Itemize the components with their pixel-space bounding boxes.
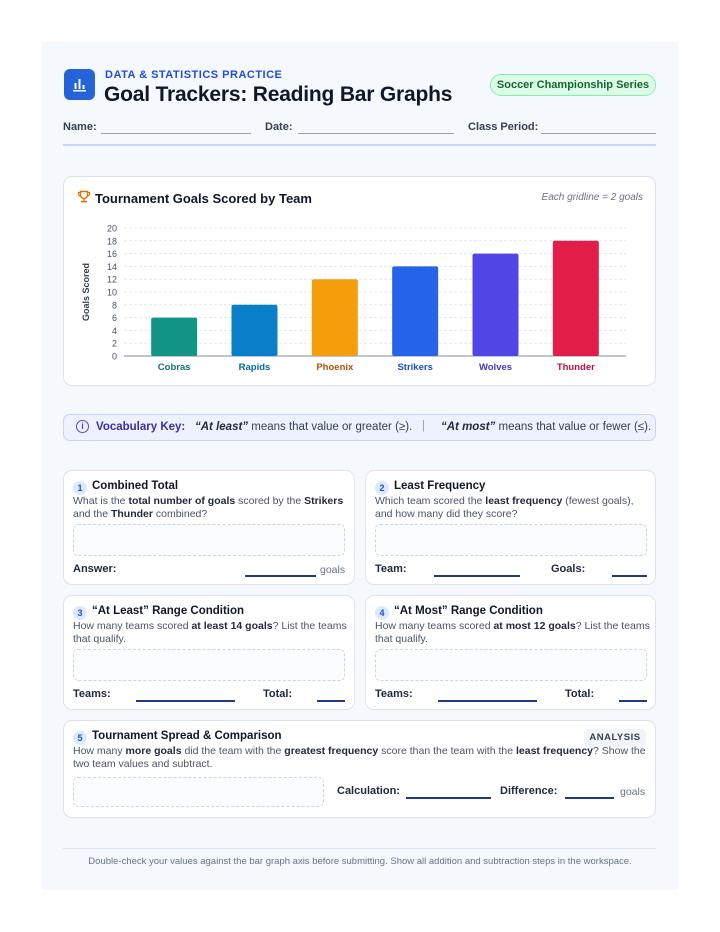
header-divider (63, 144, 656, 146)
question-text: How many more goals did the team with th… (73, 745, 646, 770)
vocabulary-key: i Vocabulary Key: “At least” means that … (63, 414, 656, 441)
teams-label: Teams: (375, 688, 413, 700)
workspace-box[interactable] (375, 524, 647, 556)
chart-card: 0 2 4 6 8 10 12 14 16 18 20 Goals Scored Cobras Rapid… (63, 176, 656, 386)
answer-unit: goals (320, 564, 346, 576)
workspace-box[interactable] (375, 649, 647, 681)
goals-field[interactable] (612, 575, 647, 577)
y-tick-label: 0 (112, 352, 117, 362)
bar-wolves (472, 253, 519, 356)
x-tick-label: Cobras (158, 362, 191, 373)
question-number: 4 (375, 606, 389, 620)
y-tick-label: 14 (107, 262, 117, 272)
difference-label: Difference: (500, 785, 558, 797)
x-tick-label: Rapids (239, 362, 271, 373)
question-text: What is the total number of goals scored… (73, 495, 344, 520)
y-tick-label: 6 (112, 313, 117, 323)
x-tick-label: Wolves (479, 362, 512, 373)
vocabulary-label: Vocabulary Key: (96, 421, 186, 433)
answer-label: Answer: (73, 563, 117, 575)
calculation-label: Calculation: (337, 785, 400, 797)
teams-label: Teams: (73, 688, 111, 700)
x-tick-label: Thunder (557, 362, 595, 373)
question-card-3: 3 “At Least” Range Condition How many te… (63, 595, 355, 710)
bar-rapids (231, 304, 278, 356)
teams-field[interactable] (136, 700, 235, 702)
at-least-term: “At least” (195, 421, 249, 433)
trophy-icon (77, 190, 91, 209)
info-icon: i (76, 420, 89, 433)
class-period-field[interactable] (541, 133, 656, 134)
question-text: Which team scored the least frequency (f… (375, 495, 634, 520)
question-card-2: 2 Least Frequency Which team scored the … (365, 470, 656, 585)
series-badge: Soccer Championship Series (490, 74, 656, 96)
question-title: Least Frequency (394, 480, 486, 492)
total-label: Total: (263, 688, 293, 700)
worksheet: DATA & STATISTICS PRACTICE Goal Trackers… (42, 42, 678, 890)
total-field[interactable] (619, 700, 647, 702)
team-label: Team: (375, 563, 407, 575)
bar-strikers (392, 266, 439, 356)
bar-cobras (151, 317, 198, 356)
workspace-box[interactable] (73, 777, 324, 807)
question-number: 3 (73, 606, 87, 620)
y-tick-label: 16 (107, 249, 117, 259)
question-number: 1 (73, 481, 87, 495)
question-card-4: 4 “At Most” Range Condition How many tea… (365, 595, 656, 710)
at-least-text: means that value or greater (≥). (248, 421, 413, 433)
total-field[interactable] (317, 700, 345, 702)
answer-field[interactable] (245, 575, 316, 577)
workspace-box[interactable] (73, 524, 345, 556)
question-text: How many teams scored at least 14 goals?… (73, 620, 347, 645)
question-number: 2 (375, 481, 389, 495)
x-tick-label: Phoenix (316, 362, 354, 373)
y-tick-label: 18 (107, 236, 117, 246)
chart-title: Tournament Goals Scored by Team (95, 191, 312, 206)
footer-note: Double-check your values against the bar… (88, 856, 632, 867)
chart-note: Each gridline = 2 goals (541, 192, 643, 203)
worksheet-title: Goal Trackers: Reading Bar Graphs (104, 83, 453, 106)
y-tick-label: 10 (107, 288, 117, 298)
question-card-1: 1 Combined Total What is the total numbe… (63, 470, 355, 585)
question-text: How many teams scored at most 12 goals? … (375, 620, 650, 645)
difference-field[interactable] (565, 797, 614, 799)
y-tick-label: 8 (112, 300, 117, 310)
calculation-field[interactable] (406, 797, 491, 799)
workspace-box[interactable] (73, 649, 345, 681)
y-tick-label: 20 (107, 224, 117, 234)
question-number: 5 (73, 731, 87, 745)
total-label: Total: (565, 688, 595, 700)
team-field[interactable] (434, 575, 520, 577)
question-title: “At Most” Range Condition (394, 605, 543, 617)
bar-chart: 0 2 4 6 8 10 12 14 16 18 20 Goals Scored Cobras Rapid… (81, 224, 626, 373)
footer-divider (63, 848, 656, 849)
y-tick-label: 4 (112, 326, 117, 336)
x-tick-label: Strikers (397, 362, 432, 373)
at-least-definition: “At least” means that value or greater (… (195, 421, 412, 433)
name-label: Name: (63, 121, 97, 133)
bar-chart-icon (64, 69, 95, 100)
at-most-text: means that value or fewer (≤). (495, 421, 652, 433)
difference-unit: goals (620, 786, 646, 798)
worksheet-kicker: DATA & STATISTICS PRACTICE (105, 69, 283, 81)
class-period-label: Class Period: (468, 121, 539, 133)
at-most-definition: “At most” means that value or fewer (≤). (441, 421, 651, 433)
question-title: Tournament Spread & Comparison (92, 730, 282, 742)
y-axis-label: Goals Scored (81, 263, 91, 321)
date-field[interactable] (298, 133, 454, 134)
y-tick-label: 12 (107, 275, 117, 285)
bar-phoenix (311, 279, 358, 356)
bar-thunder (552, 240, 599, 356)
vocab-separator: | (422, 420, 425, 432)
goals-label: Goals: (551, 563, 586, 575)
teams-field[interactable] (438, 700, 537, 702)
question-title: “At Least” Range Condition (92, 605, 245, 617)
at-most-term: “At most” (441, 421, 496, 433)
y-tick-label: 2 (112, 339, 117, 349)
question-title: Combined Total (92, 480, 179, 492)
name-field[interactable] (101, 133, 251, 134)
question-card-5: 5 Tournament Spread & Comparison ANALYSI… (63, 720, 656, 818)
date-label: Date: (265, 121, 293, 133)
analysis-tag: ANALYSIS (584, 729, 646, 747)
